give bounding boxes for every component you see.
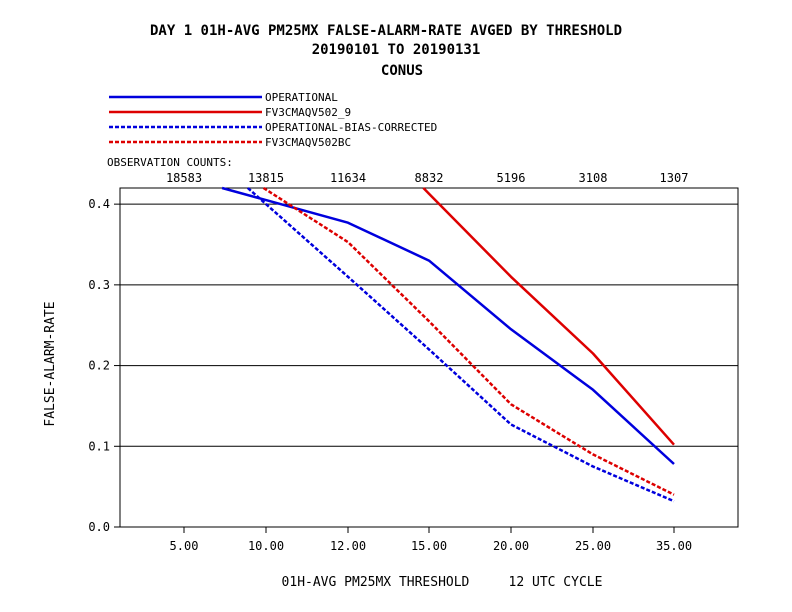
legend-label: FV3CMAQV502_9 <box>265 106 351 119</box>
series-line-operational <box>221 186 675 465</box>
x-tick-label: 35.00 <box>656 539 692 553</box>
observation-count: 8832 <box>415 171 444 185</box>
chart-subtitle: 20190101 TO 20190131 <box>312 42 481 58</box>
observation-count: 18583 <box>166 171 202 185</box>
y-tick-label: 0.0 <box>88 520 110 534</box>
chart-region: CONUS <box>381 63 423 79</box>
x-axis-label: 01H-AVG PM25MX THRESHOLD 12 UTC CYCLE <box>282 575 603 590</box>
x-axis-ticks: 5.00 10.00 12.00 15.00 20.00 25.00 35.00 <box>170 527 692 553</box>
x-tick-label: 10.00 <box>248 539 284 553</box>
x-tick-label: 20.00 <box>493 539 529 553</box>
legend-label: OPERATIONAL <box>265 91 338 104</box>
x-tick-label: 12.00 <box>330 539 366 553</box>
x-tick-label: 5.00 <box>170 539 199 553</box>
y-tick-label: 0.1 <box>88 439 110 453</box>
y-tick-label: 0.2 <box>88 359 110 373</box>
observation-count: 13815 <box>248 171 284 185</box>
legend-label: OPERATIONAL-BIAS-CORRECTED <box>265 121 437 134</box>
observation-count: 5196 <box>497 171 526 185</box>
chart-title: DAY 1 01H-AVG PM25MX FALSE-ALARM-RATE AV… <box>150 23 622 39</box>
plot-frame <box>119 187 739 528</box>
observation-count: 1307 <box>660 171 689 185</box>
legend: OPERATIONAL FV3CMAQV502_9 OPERATIONAL-BIAS… <box>109 91 437 149</box>
observation-count: 11634 <box>330 171 366 185</box>
legend-label: FV3CMAQV502BC <box>265 136 351 149</box>
series-line-operational-bias-corrected <box>246 187 675 503</box>
series-lines <box>221 186 675 503</box>
series-line-fv3cmaqv502-9 <box>422 187 675 446</box>
y-axis-ticks: 0.0 0.1 0.2 0.3 0.4 <box>88 197 120 534</box>
series-line-fv3cmaqv502bc <box>262 186 675 496</box>
x-tick-label: 25.00 <box>575 539 611 553</box>
observation-counts-label: OBSERVATION COUNTS: <box>107 156 233 169</box>
y-tick-label: 0.3 <box>88 278 110 292</box>
y-tick-label: 0.4 <box>88 197 110 211</box>
y-axis-label: FALSE-ALARM-RATE <box>43 301 58 426</box>
observation-counts: 18583 13815 11634 8832 5196 3108 1307 <box>166 171 689 185</box>
x-tick-label: 15.00 <box>411 539 447 553</box>
observation-count: 3108 <box>579 171 608 185</box>
grid-lines <box>120 203 738 447</box>
